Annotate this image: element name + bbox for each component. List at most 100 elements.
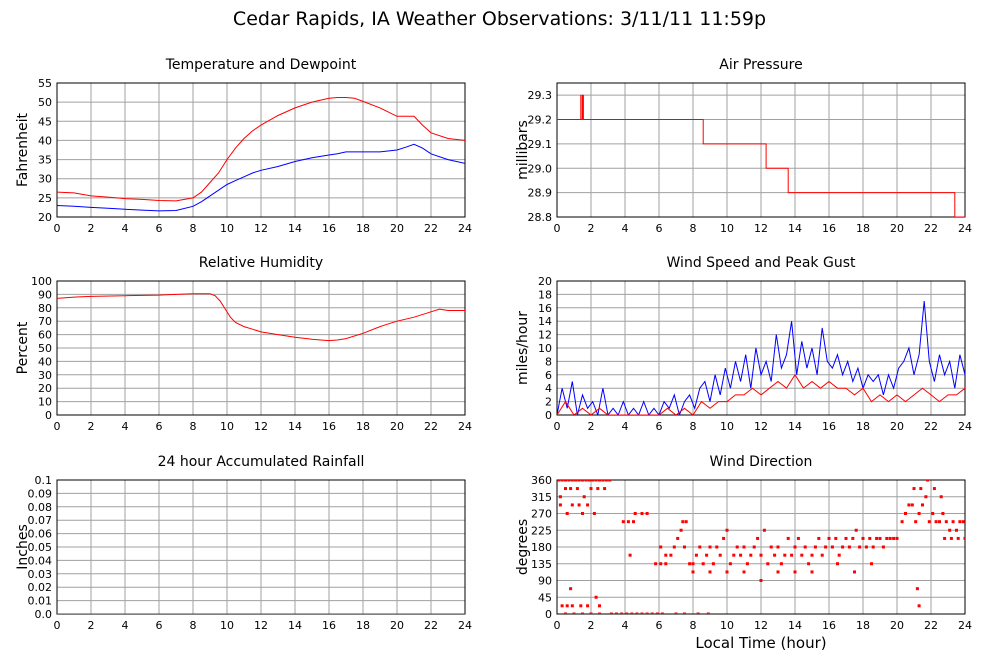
y-axis-label: Percent xyxy=(15,321,31,374)
data-point xyxy=(756,536,760,540)
data-point xyxy=(776,570,780,574)
data-point xyxy=(813,545,817,549)
y-tick-label: 225 xyxy=(531,524,552,537)
data-point xyxy=(577,480,581,482)
data-point xyxy=(951,520,955,524)
data-point xyxy=(888,536,892,540)
data-point xyxy=(938,520,941,524)
data-point xyxy=(640,612,644,614)
y-tick-label: 29.3 xyxy=(528,89,553,102)
data-point xyxy=(932,487,936,491)
data-point xyxy=(708,570,712,574)
x-tick-label: 2 xyxy=(588,222,595,235)
data-point xyxy=(715,545,719,549)
y-tick-label: 29.0 xyxy=(528,162,553,175)
data-point xyxy=(895,536,899,540)
data-point xyxy=(793,570,797,574)
data-point xyxy=(722,536,726,540)
data-point xyxy=(640,512,644,515)
data-point xyxy=(664,562,668,566)
data-point xyxy=(924,495,928,499)
x-tick-label: 10 xyxy=(720,420,734,433)
y-tick-label: 80 xyxy=(38,302,52,315)
y-tick-label: 25 xyxy=(38,192,52,205)
x-tick-label: 14 xyxy=(288,420,302,433)
data-point xyxy=(735,545,739,549)
x-tick-label: 24 xyxy=(958,222,972,235)
x-tick-label: 4 xyxy=(122,619,129,632)
chart-title: Relative Humidity xyxy=(199,255,323,271)
data-point xyxy=(604,480,608,482)
y-tick-label: 2 xyxy=(545,396,552,409)
data-point xyxy=(572,612,576,614)
data-point xyxy=(660,612,664,614)
x-tick-label: 4 xyxy=(622,222,629,235)
data-point xyxy=(654,562,658,566)
series-line-blue xyxy=(557,301,965,415)
y-tick-label: 100 xyxy=(31,275,52,288)
data-point xyxy=(569,587,573,591)
chart-title: Air Pressure xyxy=(719,57,802,73)
data-point xyxy=(955,528,958,532)
data-point xyxy=(564,487,567,491)
data-point xyxy=(728,562,732,566)
x-tick-label: 22 xyxy=(424,420,438,433)
data-point xyxy=(745,562,749,566)
x-tick-label: 16 xyxy=(822,420,836,433)
y-tick-label: 50 xyxy=(38,342,52,355)
y-axis-label: millibars xyxy=(515,120,531,180)
data-point xyxy=(769,545,773,549)
y-tick-label: 6 xyxy=(545,369,552,382)
y-axis-label: Fahrenheit xyxy=(15,112,31,187)
data-point xyxy=(659,545,663,549)
x-tick-label: 12 xyxy=(754,619,768,632)
data-point xyxy=(779,562,783,566)
x-tick-label: 12 xyxy=(754,420,768,433)
data-point xyxy=(570,480,574,482)
data-point xyxy=(601,480,605,482)
x-tick-label: 6 xyxy=(156,420,163,433)
data-point xyxy=(807,562,811,566)
data-point xyxy=(575,487,579,491)
y-tick-label: 10 xyxy=(538,342,552,355)
y-tick-label: 0.02 xyxy=(28,581,53,594)
y-tick-label: 0.04 xyxy=(28,554,53,567)
data-point xyxy=(718,553,722,557)
plot-frame xyxy=(556,479,966,615)
data-point xyxy=(878,536,882,540)
data-point xyxy=(594,595,598,599)
y-tick-label: 135 xyxy=(531,558,552,571)
x-tick-label: 8 xyxy=(690,420,697,433)
x-tick-label: 0 xyxy=(54,222,61,235)
data-point xyxy=(921,503,924,507)
data-point xyxy=(851,536,855,540)
data-point xyxy=(836,562,839,566)
x-tick-label: 10 xyxy=(720,222,734,235)
data-point xyxy=(621,520,625,524)
x-tick-label: 14 xyxy=(788,222,802,235)
y-tick-label: 0.1 xyxy=(35,474,53,487)
data-point xyxy=(841,545,845,549)
y-tick-label: 0 xyxy=(545,409,552,422)
y-tick-label: 28.8 xyxy=(528,211,553,224)
data-point xyxy=(944,520,948,524)
x-tick-label: 20 xyxy=(890,420,904,433)
data-point xyxy=(586,604,590,608)
y-tick-label: 0.08 xyxy=(28,501,53,514)
y-tick-label: 90 xyxy=(538,575,552,588)
x-tick-label: 18 xyxy=(356,420,370,433)
x-tick-label: 16 xyxy=(322,420,336,433)
data-point xyxy=(596,487,600,491)
data-point xyxy=(701,562,705,566)
data-point xyxy=(941,512,945,515)
x-tick-label: 2 xyxy=(88,222,95,235)
x-tick-label: 6 xyxy=(156,619,163,632)
y-tick-label: 10 xyxy=(38,396,52,409)
data-point xyxy=(958,520,962,524)
x-tick-label: 16 xyxy=(822,619,836,632)
data-point xyxy=(587,480,591,482)
data-point xyxy=(581,512,584,515)
